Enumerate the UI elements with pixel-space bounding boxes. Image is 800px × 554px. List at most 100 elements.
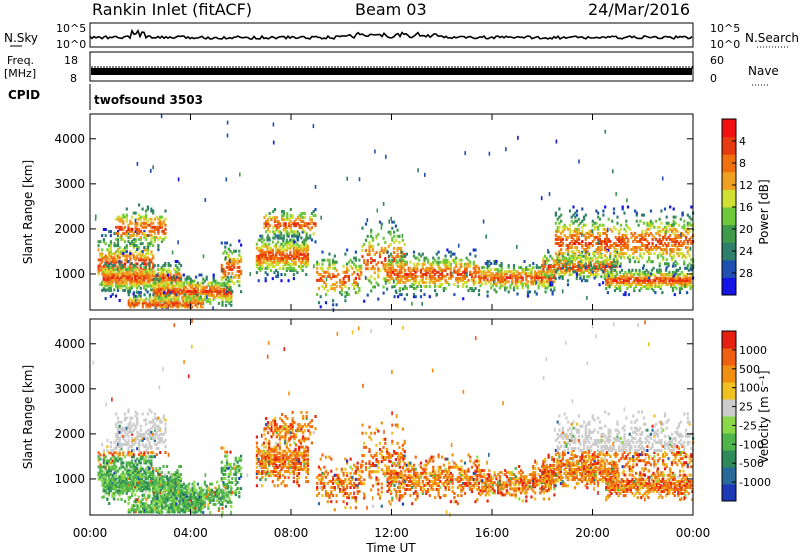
range-gate-cell	[467, 278, 470, 282]
range-gate-cell	[230, 275, 233, 279]
range-gate-cell	[272, 122, 275, 127]
range-gate-cell	[397, 274, 400, 278]
range-gate-cell	[423, 260, 426, 264]
range-gate-cell	[302, 216, 305, 220]
range-gate-cell	[273, 256, 276, 260]
range-gate-cell	[645, 285, 648, 288]
range-gate-cell	[125, 229, 128, 233]
range-gate-cell	[305, 234, 308, 238]
range-gate-cell	[264, 250, 267, 254]
range-gate-cell	[150, 270, 153, 274]
range-gate-cell	[680, 285, 683, 288]
range-gate-cell	[586, 244, 589, 247]
range-gate-cell	[284, 228, 287, 232]
range-gate-cell	[644, 229, 647, 233]
range-gate-cell	[651, 248, 654, 252]
range-gate-cell	[609, 254, 612, 258]
range-gate-cell	[138, 459, 141, 463]
range-gate-cell	[423, 272, 426, 276]
range-gate-cell	[136, 274, 139, 278]
range-gate-cell	[409, 260, 412, 264]
range-gate-cell	[502, 278, 505, 282]
range-gate-cell	[558, 237, 561, 241]
range-gate-cell	[97, 240, 100, 244]
range-gate-cell	[191, 281, 194, 285]
range-gate-cell	[305, 254, 308, 258]
range-gate-cell	[488, 151, 491, 156]
range-gate-cell	[125, 233, 128, 237]
range-gate-cell	[645, 283, 648, 286]
range-gate-cell	[106, 270, 109, 274]
range-gate-cell	[154, 301, 157, 305]
range-gate-cell	[484, 274, 487, 278]
range-gate-cell	[275, 244, 278, 248]
range-gate-cell	[602, 265, 605, 268]
range-gate-cell	[632, 252, 635, 256]
range-gate-cell	[412, 293, 416, 297]
range-gate-cell	[688, 223, 691, 227]
range-gate-cell	[656, 225, 659, 229]
range-gate-cell	[269, 256, 273, 260]
range-gate-cell	[551, 256, 554, 260]
range-gate-cell	[622, 281, 625, 284]
range-gate-cell	[113, 463, 116, 467]
range-gate-cell	[448, 283, 451, 286]
range-gate-cell	[598, 283, 601, 287]
range-gate-cell	[136, 282, 139, 286]
range-gate-cell	[380, 222, 383, 226]
range-gate-cell	[689, 278, 692, 282]
range-gate-cell	[665, 246, 668, 249]
range-gate-cell	[139, 290, 142, 294]
range-gate-cell	[426, 270, 430, 274]
range-gate-cell	[373, 271, 376, 275]
range-gate-cell	[198, 301, 201, 305]
range-gate-cell	[159, 297, 162, 301]
range-gate-cell	[621, 240, 624, 243]
range-gate-cell	[305, 238, 308, 242]
range-gate-cell	[521, 268, 524, 272]
range-gate-cell	[292, 260, 295, 264]
range-gate-cell	[276, 271, 280, 275]
range-gate-cell	[568, 271, 571, 275]
range-gate-cell	[535, 266, 538, 270]
range-gate-cell	[310, 218, 313, 222]
range-gate-cell	[579, 266, 582, 270]
colorbar-tick-label: 16	[739, 201, 753, 214]
range-gate-cell	[280, 258, 283, 262]
range-gate-cell	[547, 269, 550, 272]
range-gate-cell	[621, 237, 624, 241]
range-gate-cell	[157, 227, 160, 231]
range-gate-cell	[277, 220, 280, 224]
range-gate-cell	[122, 254, 125, 258]
range-gate-cell	[141, 242, 144, 245]
range-gate-cell	[391, 255, 394, 259]
range-gate-cell	[432, 270, 435, 274]
range-gate-cell	[605, 242, 608, 245]
range-gate-cell	[668, 274, 671, 278]
range-gate-cell	[642, 235, 645, 239]
range-gate-cell	[625, 233, 628, 237]
range-gate-cell	[116, 272, 119, 276]
range-gate-cell	[280, 252, 283, 256]
range-gate-cell	[104, 459, 107, 463]
range-gate-cell	[289, 267, 292, 270]
range-gate-cell	[439, 272, 442, 276]
range-gate-cell	[193, 283, 196, 287]
range-gate-cell	[605, 235, 608, 239]
range-gate-cell	[534, 276, 537, 280]
range-gate-cell	[673, 276, 676, 280]
range-gate-cell	[386, 275, 389, 279]
range-gate-cell	[360, 266, 363, 270]
range-gate-cell	[259, 265, 262, 268]
range-gate-cell	[276, 248, 280, 252]
range-gate-cell	[127, 270, 130, 274]
range-gate-cell	[654, 291, 657, 295]
range-gate-cell	[670, 229, 674, 233]
range-gate-cell	[131, 451, 134, 455]
range-gate-cell	[113, 467, 116, 471]
range-gate-cell	[155, 305, 158, 309]
range-gate-cell	[266, 226, 270, 230]
range-gate-cell	[370, 244, 373, 248]
range-gate-cell	[632, 246, 635, 249]
range-gate-cell	[683, 262, 686, 266]
